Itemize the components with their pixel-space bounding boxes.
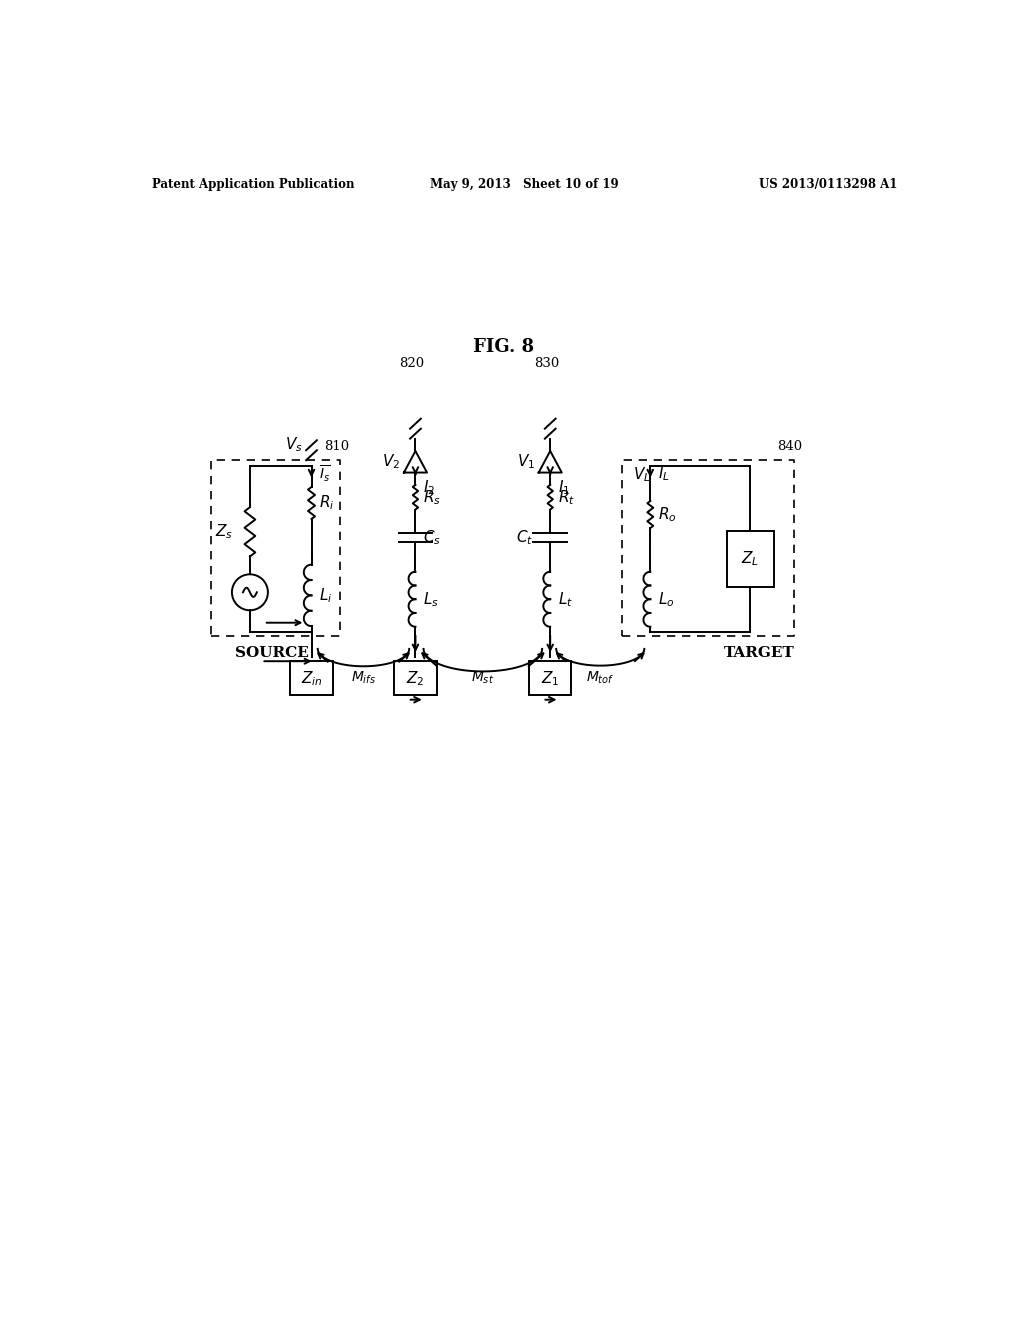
Text: $Z_{in}$: $Z_{in}$ [301, 669, 323, 688]
Text: Patent Application Publication: Patent Application Publication [153, 178, 354, 190]
Bar [291, 661, 333, 696]
Text: 830: 830 [534, 358, 559, 370]
Text: $V_s$: $V_s$ [285, 436, 302, 454]
Text: $V_2$: $V_2$ [382, 453, 400, 471]
Text: $R_i$: $R_i$ [319, 494, 335, 512]
Text: $I_L$: $I_L$ [658, 465, 670, 483]
Bar [394, 661, 436, 696]
Text: $Z_L$: $Z_L$ [741, 549, 760, 568]
Text: $L_t$: $L_t$ [558, 590, 572, 609]
Text: $M_{tof}$: $M_{tof}$ [586, 669, 614, 686]
Bar [529, 661, 571, 696]
Text: SOURCE: SOURCE [234, 645, 308, 660]
Text: 820: 820 [399, 358, 424, 370]
Text: $L_o$: $L_o$ [658, 590, 675, 609]
Text: 810: 810 [325, 440, 350, 453]
Text: $I_1$: $I_1$ [558, 479, 570, 498]
Text: $R_t$: $R_t$ [558, 488, 575, 507]
Text: FIG. 8: FIG. 8 [473, 338, 535, 356]
Text: $M_{st}$: $M_{st}$ [471, 669, 495, 686]
Text: 840: 840 [777, 440, 803, 453]
Text: $C_s$: $C_s$ [423, 528, 441, 546]
Text: US 2013/0113298 A1: US 2013/0113298 A1 [759, 178, 897, 190]
Text: $C_t$: $C_t$ [516, 528, 534, 546]
Text: $L_i$: $L_i$ [319, 586, 333, 605]
Text: $V_L$: $V_L$ [633, 465, 650, 483]
Text: $R_o$: $R_o$ [658, 506, 677, 524]
Text: $L_s$: $L_s$ [423, 590, 439, 609]
Text: $R_s$: $R_s$ [423, 488, 441, 507]
Text: $\overline{I_s}$: $\overline{I_s}$ [319, 463, 331, 484]
Text: $I_2$: $I_2$ [423, 479, 435, 498]
Text: $Z_2$: $Z_2$ [407, 669, 425, 688]
Text: $V_1$: $V_1$ [517, 453, 535, 471]
Bar [727, 531, 774, 586]
Text: $Z_s$: $Z_s$ [215, 523, 233, 541]
Text: TARGET: TARGET [724, 645, 795, 660]
Text: $Z_1$: $Z_1$ [541, 669, 559, 688]
Text: May 9, 2013   Sheet 10 of 19: May 9, 2013 Sheet 10 of 19 [430, 178, 620, 190]
Text: $M_{ifs}$: $M_{ifs}$ [351, 669, 376, 686]
